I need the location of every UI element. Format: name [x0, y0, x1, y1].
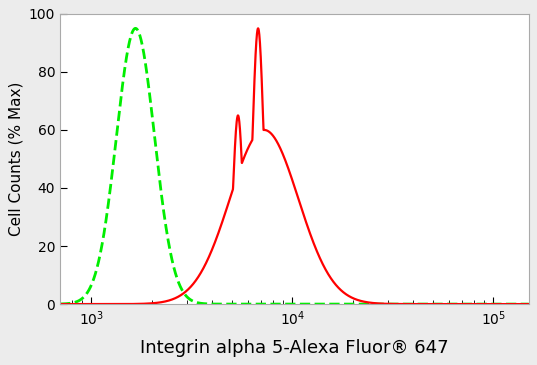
X-axis label: Integrin alpha 5-Alexa Fluor® 647: Integrin alpha 5-Alexa Fluor® 647	[140, 339, 449, 357]
Y-axis label: Cell Counts (% Max): Cell Counts (% Max)	[9, 82, 23, 236]
